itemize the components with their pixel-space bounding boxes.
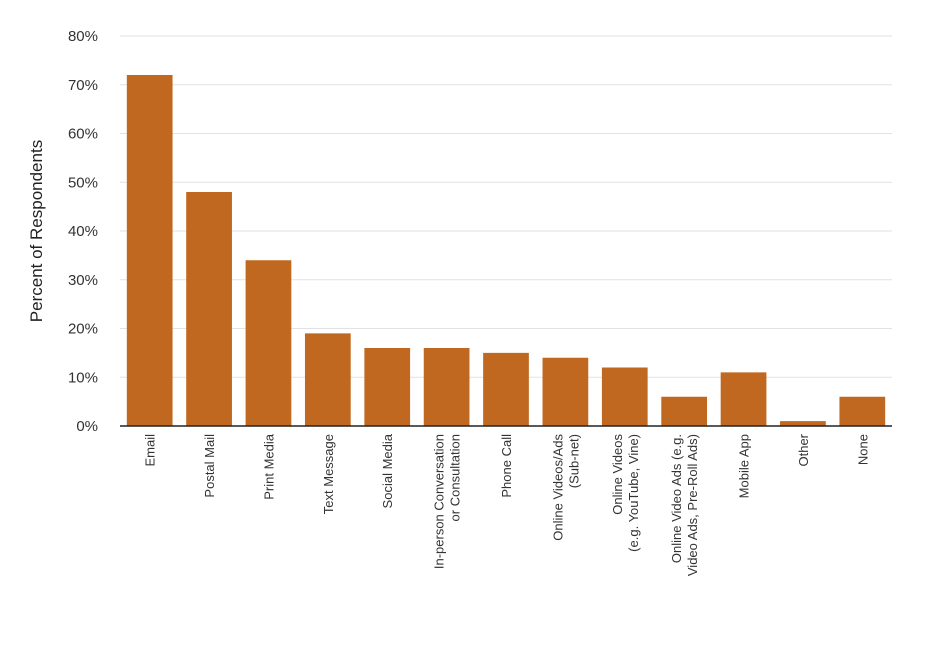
bar bbox=[186, 192, 232, 426]
x-tick-label: Postal Mail bbox=[202, 434, 217, 498]
bar bbox=[661, 396, 708, 426]
x-tick-label: Text Message bbox=[321, 434, 336, 514]
y-tick-label: 0% bbox=[76, 418, 98, 435]
x-tick-label: Online Video Ads (e.g. bbox=[669, 434, 684, 563]
x-tick-label: None bbox=[855, 434, 870, 465]
y-tick-label: 50% bbox=[68, 174, 98, 191]
bar bbox=[542, 357, 589, 426]
bar bbox=[839, 396, 886, 426]
y-tick-label: 60% bbox=[68, 126, 98, 143]
bar bbox=[304, 333, 351, 426]
x-tick-label: Online Videos/Ads bbox=[550, 434, 565, 541]
x-tick-label: (e.g. YouTube, Vine) bbox=[626, 434, 641, 552]
y-tick-label: 30% bbox=[68, 272, 98, 289]
x-tick-label: Online Videos bbox=[610, 434, 625, 515]
bar bbox=[423, 348, 470, 426]
x-tick-label: Social Media bbox=[380, 433, 395, 508]
bar bbox=[780, 421, 826, 426]
x-axis-ticks: Email Postal Mail Print Media Text Message S… bbox=[143, 433, 871, 576]
y-tick-label: 70% bbox=[68, 77, 98, 94]
x-tick-label: (Sub-net) bbox=[566, 434, 581, 488]
bars bbox=[126, 75, 886, 426]
gridlines bbox=[120, 35, 892, 378]
x-tick-label: Print Media bbox=[261, 433, 276, 500]
bar bbox=[245, 260, 292, 426]
x-tick-label: In-person Conversation bbox=[432, 434, 447, 569]
bar bbox=[720, 372, 767, 426]
bar bbox=[126, 75, 173, 426]
y-axis-ticks: 0% 10% 20% 30% 40% 50% 60% 70% 80% bbox=[68, 28, 98, 435]
x-tick-label: Phone Call bbox=[499, 434, 514, 498]
y-tick-label: 80% bbox=[68, 28, 98, 45]
bar bbox=[483, 352, 529, 426]
y-tick-label: 10% bbox=[68, 369, 98, 386]
y-tick-label: 40% bbox=[68, 223, 98, 240]
y-tick-label: 20% bbox=[68, 321, 98, 338]
x-tick-label: Video Ads, Pre-Roll Ads) bbox=[685, 434, 700, 576]
x-tick-label: Email bbox=[143, 434, 158, 467]
bar bbox=[364, 348, 411, 426]
x-tick-label: Mobile App bbox=[737, 434, 752, 498]
x-tick-label: Other bbox=[796, 433, 811, 466]
bar bbox=[601, 367, 648, 426]
x-tick-label: or Consultation bbox=[448, 434, 463, 521]
y-axis-label: Percent of Respondents bbox=[27, 140, 46, 322]
